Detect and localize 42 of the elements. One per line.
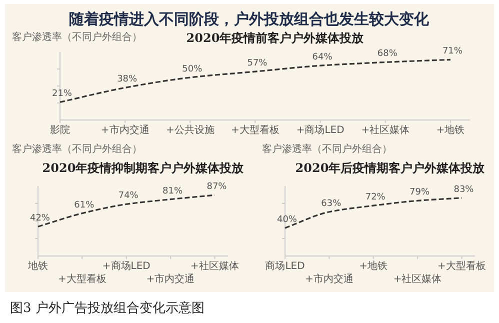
caption: 图3 户外广告投放组合变化示意图 xyxy=(10,301,204,316)
y-axis-title: 客户渗透率（不同户外组合） xyxy=(12,143,142,155)
x-tick-label: +大型看板 xyxy=(231,124,280,136)
data-label: 74% xyxy=(118,191,139,202)
text: 随着疫情进入不同阶段，户外投放组合也发生较大变化 xyxy=(69,10,430,28)
x-tick-label: +社区媒体 xyxy=(361,124,410,136)
x-tick-label: +地铁 xyxy=(436,124,465,136)
chart-title: 2020年后疫情期客户户外媒体投放 xyxy=(295,161,486,175)
data-label: 21% xyxy=(52,89,72,100)
data-label: 64% xyxy=(312,52,333,63)
data-label: 81% xyxy=(162,186,183,196)
x-tick-label: 商场LED xyxy=(265,260,306,272)
x-tick-label: +地铁 xyxy=(359,260,388,272)
x-tick-label: +商场LED xyxy=(102,260,151,272)
x-tick-label: +商场LED xyxy=(296,124,345,136)
x-tick-label: +社区媒体 xyxy=(393,273,442,285)
x-tick-label: 影院 xyxy=(50,124,70,136)
data-label: 38% xyxy=(117,74,138,85)
x-tick-label: +市内交通 xyxy=(304,273,354,285)
chart-title: 2020年疫情抑制期客户户外媒体投放 xyxy=(42,161,245,175)
data-label: 83% xyxy=(454,184,474,195)
x-tick-label: +市内交通 xyxy=(100,124,150,136)
x-tick-label: +大型看板 xyxy=(438,260,486,272)
data-label: 79% xyxy=(410,188,430,198)
data-label: 71% xyxy=(442,46,463,57)
data-label: 63% xyxy=(321,198,342,209)
data-label: 42% xyxy=(30,214,50,224)
x-tick-label: +社区媒体 xyxy=(190,260,239,272)
data-label: 61% xyxy=(74,200,95,210)
data-label: 87% xyxy=(206,182,228,192)
data-label: 57% xyxy=(247,58,268,69)
x-tick-label: +公共设施 xyxy=(166,124,214,136)
x-tick-label: +大型看板 xyxy=(58,273,106,285)
data-label: 50% xyxy=(182,64,203,74)
y-axis-title: 客户渗透率（不同户外组合） xyxy=(12,31,142,43)
data-label: 72% xyxy=(365,192,386,203)
chart-title: 2020年疫情前客户户外媒体投放 xyxy=(186,31,365,45)
x-tick-label: 地铁 xyxy=(27,260,48,272)
x-tick-label: +市内交通 xyxy=(146,273,195,285)
data-label: 40% xyxy=(276,215,298,225)
data-label: 68% xyxy=(377,49,398,60)
y-axis-title: 客户渗透率（不同户外组合） xyxy=(262,143,392,155)
